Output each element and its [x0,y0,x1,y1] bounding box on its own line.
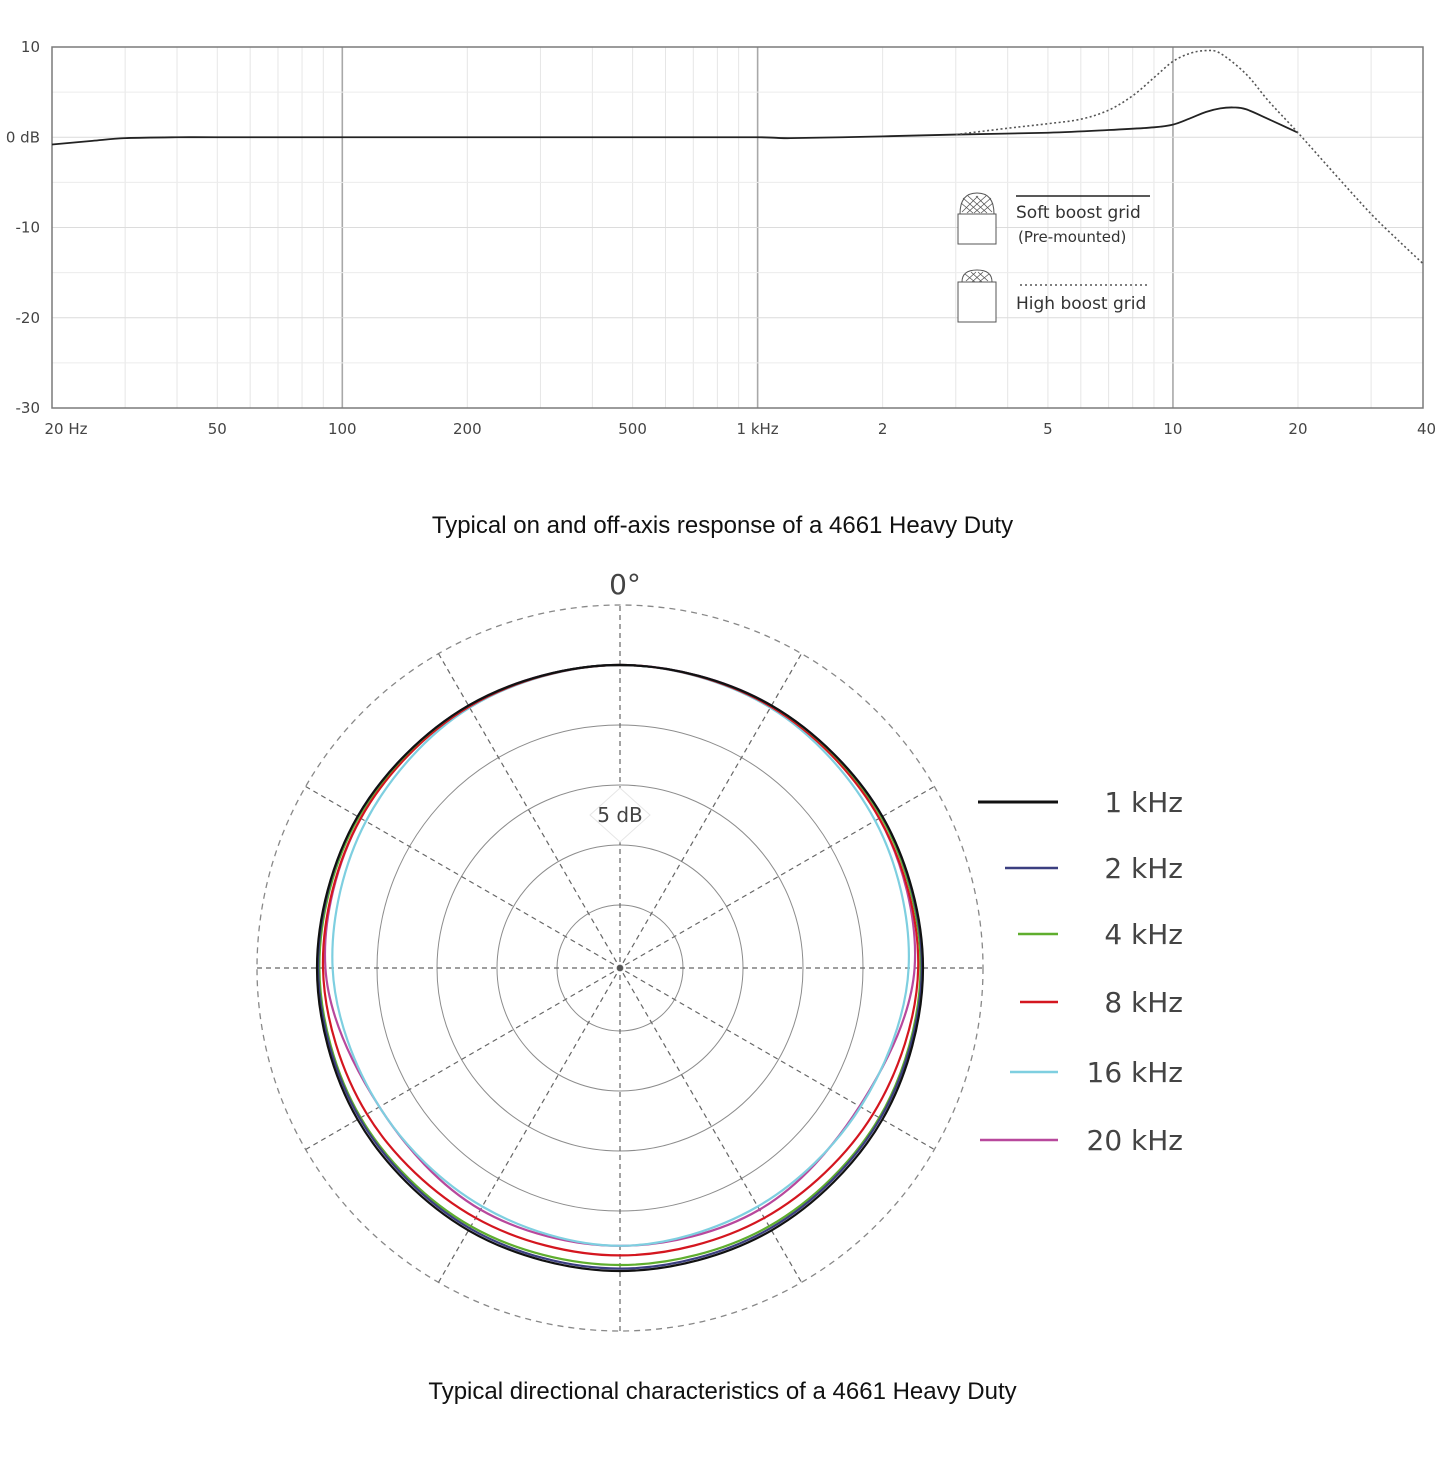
ring-label-5db: 5 dB [597,803,643,827]
legend-label-4-khz: 4 kHz [1104,918,1183,951]
x-tick-label: 5 [1043,420,1053,438]
x-tick-label: 20 [1288,420,1307,438]
polar-ring-label: 5 dB [589,787,651,843]
x-tick-label: 2 [878,420,888,438]
polar-curve-1-khz [315,663,925,1273]
frequency-response-chart: 20 Hz 50 100 200 500 1 kHz 2 5 10 20 40 10 0 dB -10 -2… [6,38,1436,438]
y-tick-label: -30 [16,399,41,417]
fr-caption: Typical on and off-axis response of a 46… [431,512,1014,539]
legend-soft-boost: Soft boost grid [1016,203,1141,223]
x-tick-label: 500 [618,420,647,438]
plot-frame [51,46,1424,409]
polar-caption: Typical directional characteristics of a… [428,1378,1017,1405]
polar-series [315,663,925,1273]
x-tick-label: 20 Hz [44,420,87,438]
soft-boost-grid-icon [957,192,997,245]
high-boost-grid-icon [957,269,997,323]
polar-curve-4-khz [318,663,922,1267]
polar-title: 0° [609,568,641,601]
fr-legend: Soft boost grid (Pre-mounted) High boost… [957,192,1150,323]
x-tick-label: 1 kHz [737,420,779,438]
polar-curve-8-khz [321,663,920,1257]
x-tick-label: 10 [1163,420,1182,438]
x-tick-label: 50 [208,420,227,438]
legend-label-16-khz: 16 kHz [1087,1056,1184,1089]
y-tick-label: -20 [16,309,41,327]
legend-label-1-khz: 1 kHz [1104,786,1183,819]
polar-legend: 1 kHz 2 kHz 4 kHz 8 kHz 16 kHz 20 kHz [978,786,1183,1157]
series-line-soft-boost [51,106,1299,146]
fr-tick-labels: 20 Hz 50 100 200 500 1 kHz 2 5 10 20 40 10 0 dB -10 -2… [6,38,1436,438]
series-line-high-boost [955,49,1424,265]
polar-chart: 0° 5 dB 1 kHz 2 kHz 4 kHz 8 kHz 16 kHz 20 kHz [256,568,1183,1332]
polar-outer-ring [256,604,984,1332]
polar-curve-16-khz [331,663,910,1247]
y-tick-label: 0 dB [6,128,40,146]
polar-grid [256,604,984,1332]
legend-label-20-khz: 20 kHz [1087,1124,1184,1157]
legend-pre-mounted: (Pre-mounted) [1018,228,1126,246]
y-tick-label: -10 [16,219,41,237]
legend-label-8-khz: 8 kHz [1104,986,1183,1019]
legend-label-2-khz: 2 kHz [1104,852,1183,885]
x-tick-label: 100 [328,420,357,438]
x-tick-label: 40 [1417,420,1436,438]
legend-high-boost: High boost grid [1016,294,1146,314]
fr-grid [51,46,1424,409]
polar-center [617,965,623,971]
fr-series [51,49,1424,265]
x-tick-label: 200 [453,420,482,438]
y-tick-label: 10 [21,38,40,56]
